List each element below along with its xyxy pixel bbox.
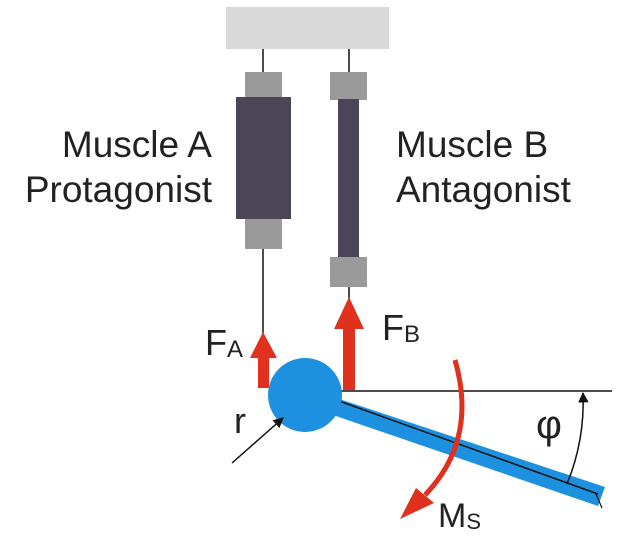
muscle-b-body [338,99,359,258]
moment-label-sub: S [466,509,481,534]
muscle-b-top-connector [330,72,367,100]
muscle-a-body [236,97,291,219]
muscle-a-role-label: Protagonist [25,169,213,210]
ceiling-anchor [226,7,389,49]
muscle-a-bottom-connector [245,219,282,249]
muscle-a [236,49,291,335]
muscle-b [330,49,367,300]
force-a-label: FA [205,322,243,363]
moment-label: MS [438,497,481,535]
force-a-arrow [250,332,277,388]
force-b-arrow [334,297,364,390]
muscle-b-name-label: Muscle B [396,124,548,165]
radius-arrow [231,417,284,464]
force-a-label-sub: A [227,336,243,363]
muscle-a-top-connector [245,72,282,98]
joint-circle [268,358,342,432]
muscle-b-role-label: Antagonist [396,169,572,210]
angle-arc [566,391,589,485]
radius-label: r [234,400,246,441]
lever-end-line [595,493,603,509]
muscle-a-name-label: Muscle A [62,124,212,165]
force-b-label-sub: B [404,321,420,348]
force-b-label: FB [382,307,420,348]
force-a-label-main: F [205,322,227,363]
muscle-b-bottom-connector [330,257,367,287]
moment-label-main: M [438,497,466,535]
moment-arrow [400,359,465,519]
angle-label: φ [536,403,562,447]
force-b-label-main: F [382,307,404,348]
